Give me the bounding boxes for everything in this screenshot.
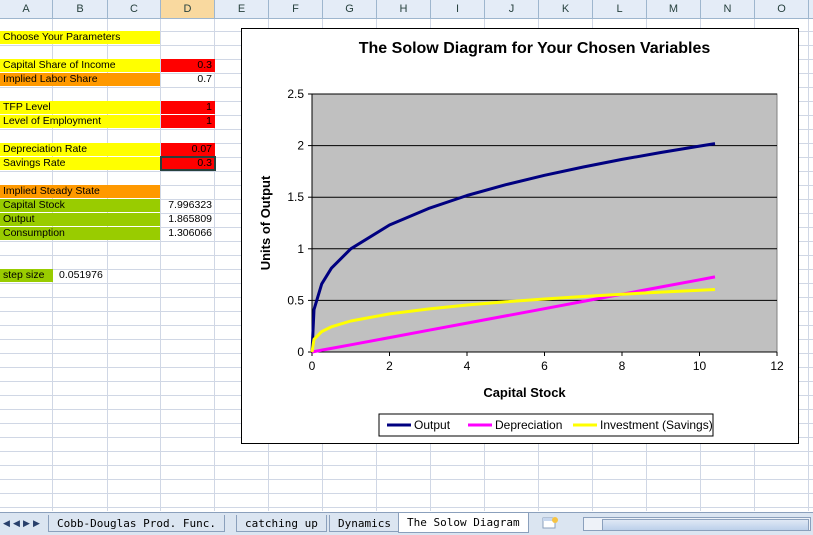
cell-capital-stock-value[interactable]: 7.996323 bbox=[168, 199, 212, 211]
legend-output-label: Output bbox=[414, 418, 451, 432]
column-header-c[interactable]: C bbox=[108, 0, 161, 18]
y-tick-label: 1.5 bbox=[287, 190, 304, 204]
x-tick-label: 10 bbox=[693, 359, 707, 373]
column-header-d[interactable]: D bbox=[161, 0, 215, 18]
investment-line bbox=[310, 288, 716, 353]
plot-area bbox=[311, 93, 778, 353]
output-line bbox=[310, 142, 716, 353]
row-gridline bbox=[0, 465, 813, 466]
x-axis-label: Capital Stock bbox=[483, 385, 566, 400]
cell-consumption-value[interactable]: 1.306066 bbox=[168, 227, 212, 239]
column-header-e[interactable]: E bbox=[215, 0, 269, 18]
x-tick-label: 8 bbox=[619, 359, 626, 373]
column-header-j[interactable]: J bbox=[485, 0, 539, 18]
sheet-tab-dynamics[interactable]: Dynamics bbox=[329, 515, 400, 532]
row-gridline bbox=[0, 493, 813, 494]
column-header-n[interactable]: N bbox=[701, 0, 755, 18]
cell-labor-share-value[interactable]: 0.7 bbox=[197, 73, 212, 85]
y-axis-label: Units of Output bbox=[258, 175, 273, 270]
cell-consumption-label[interactable]: Consumption bbox=[0, 227, 160, 240]
last-sheet-icon[interactable]: ▶ bbox=[33, 518, 40, 528]
column-header-o[interactable]: O bbox=[755, 0, 809, 18]
cell-employment-label[interactable]: Level of Employment bbox=[0, 115, 160, 128]
cell-depreciation-value[interactable]: 0.07 bbox=[161, 143, 215, 156]
cell-tfp-value[interactable]: 1 bbox=[161, 101, 215, 114]
column-header-i[interactable]: I bbox=[431, 0, 485, 18]
sheet-tab-catching-up[interactable]: catching up bbox=[236, 515, 327, 532]
column-gridline bbox=[214, 19, 215, 511]
column-header-f[interactable]: F bbox=[269, 0, 323, 18]
cell-capital-stock-label[interactable]: Capital Stock bbox=[0, 199, 160, 212]
row-gridline bbox=[0, 479, 813, 480]
next-sheet-icon[interactable]: ▶ bbox=[23, 518, 30, 528]
cell-choose-params[interactable]: Choose Your Parameters bbox=[0, 31, 160, 44]
cell-savings-label[interactable]: Savings Rate bbox=[0, 157, 160, 170]
column-header-b[interactable]: B bbox=[53, 0, 108, 18]
chart-title: The Solow Diagram for Your Chosen Variab… bbox=[359, 40, 711, 57]
column-gridline bbox=[107, 19, 108, 511]
sheet-tab-bar: ◀ ◀ ▶ ▶ Cobb-Douglas Prod. Func. catchin… bbox=[0, 512, 813, 535]
row-gridline bbox=[0, 507, 813, 508]
cell-capital-share-value[interactable]: 0.3 bbox=[161, 59, 215, 72]
legend-box bbox=[378, 413, 714, 437]
cell-labor-share-label[interactable]: Implied Labor Share bbox=[0, 73, 160, 86]
column-header-k[interactable]: K bbox=[539, 0, 593, 18]
sheet-tab-solow-diagram[interactable]: The Solow Diagram bbox=[398, 513, 529, 533]
chart-svg: The Solow Diagram for Your Chosen Variab… bbox=[258, 40, 784, 437]
sheet-tab-cobb-douglas[interactable]: Cobb-Douglas Prod. Func. bbox=[48, 515, 225, 532]
horizontal-scrollbar[interactable] bbox=[583, 517, 811, 531]
cell-capital-share-label[interactable]: Capital Share of Income bbox=[0, 59, 160, 72]
cell-tfp-label[interactable]: TFP Level bbox=[0, 101, 160, 114]
cell-step-size-label[interactable]: step size bbox=[0, 269, 53, 282]
column-header-g[interactable]: G bbox=[323, 0, 377, 18]
x-tick-label: 0 bbox=[309, 359, 316, 373]
y-tick-label: 0 bbox=[297, 345, 304, 359]
depreciation-line bbox=[311, 275, 716, 354]
column-header-a[interactable]: A bbox=[0, 0, 53, 18]
column-gridline bbox=[160, 19, 161, 511]
cell-steady-state-label[interactable]: Implied Steady State bbox=[0, 185, 160, 198]
cell-savings-value-selected[interactable]: 0.3 bbox=[160, 156, 216, 171]
cell-depreciation-label[interactable]: Depreciation Rate bbox=[0, 143, 160, 156]
solow-chart[interactable]: The Solow Diagram for Your Chosen Variab… bbox=[241, 28, 799, 444]
column-header-m[interactable]: M bbox=[647, 0, 701, 18]
cell-step-size-value[interactable]: 0.051976 bbox=[59, 269, 103, 281]
cell-employment-value[interactable]: 1 bbox=[161, 115, 215, 128]
y-tick-label: 1 bbox=[297, 242, 304, 256]
x-tick-label: 6 bbox=[541, 359, 548, 373]
y-tick-label: 2 bbox=[297, 139, 304, 153]
column-gridline bbox=[808, 19, 809, 511]
row-gridline bbox=[0, 451, 813, 452]
x-tick-label: 4 bbox=[464, 359, 471, 373]
prev-sheet-icon[interactable]: ◀ bbox=[13, 518, 20, 528]
legend-depreciation-label: Depreciation bbox=[495, 418, 562, 432]
y-tick-label: 2.5 bbox=[287, 87, 304, 101]
cell-output-label[interactable]: Output bbox=[0, 213, 160, 226]
x-tick-label: 12 bbox=[770, 359, 784, 373]
cell-output-value[interactable]: 1.865809 bbox=[168, 213, 212, 225]
x-tick-label: 2 bbox=[386, 359, 393, 373]
y-tick-label: 0.5 bbox=[287, 293, 304, 307]
column-header-h[interactable]: H bbox=[377, 0, 431, 18]
first-sheet-icon[interactable]: ◀ bbox=[3, 518, 10, 528]
legend-investment-label: Investment (Savings) bbox=[600, 418, 713, 432]
column-gridline bbox=[52, 19, 53, 511]
column-header-l[interactable]: L bbox=[593, 0, 647, 18]
scrollbar-thumb[interactable] bbox=[602, 519, 809, 531]
insert-sheet-icon[interactable] bbox=[540, 516, 560, 531]
